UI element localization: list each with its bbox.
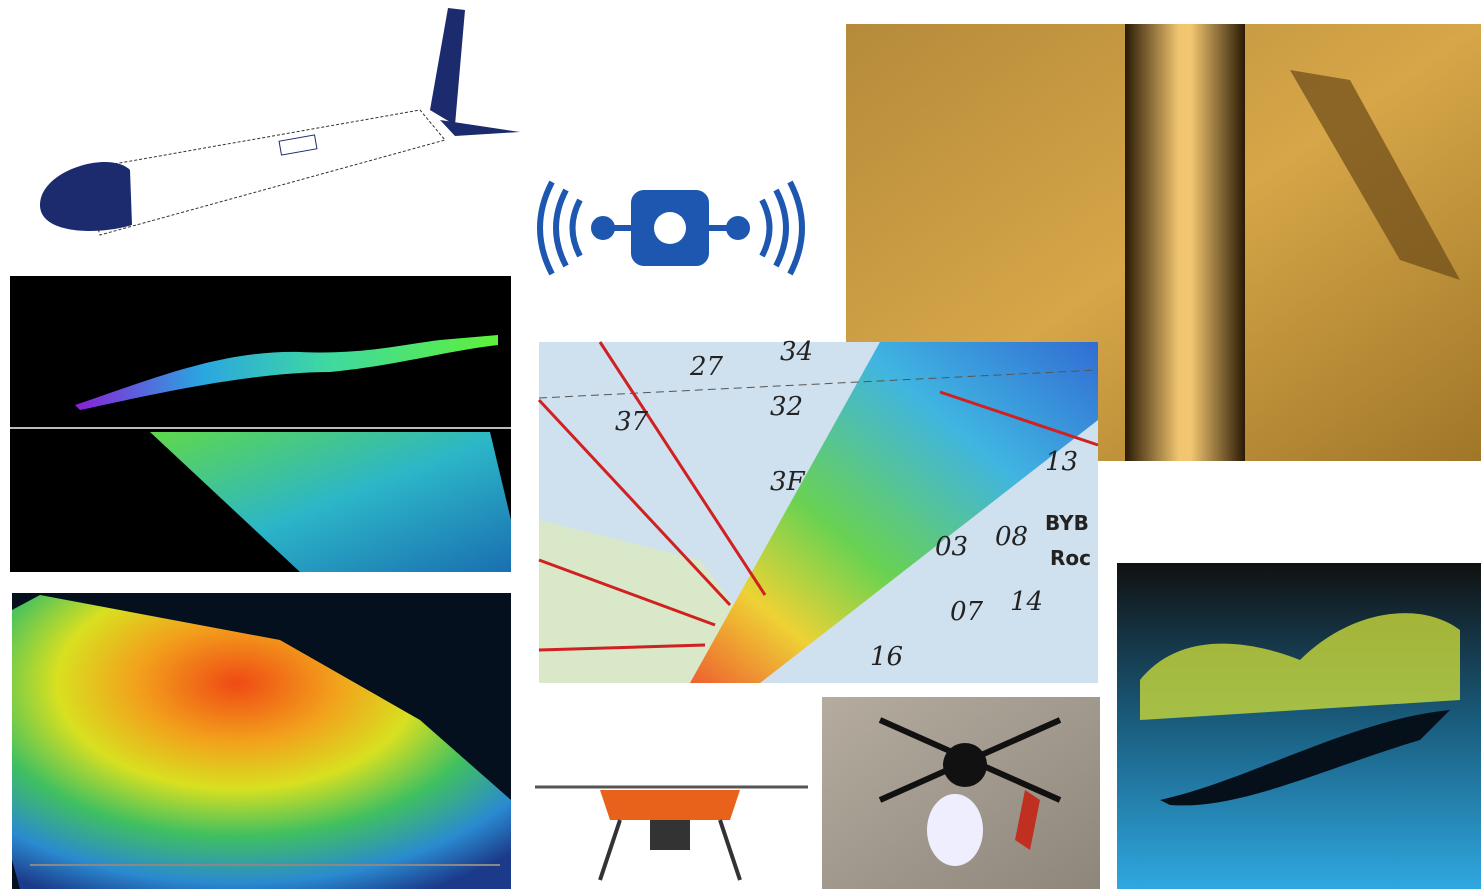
sounding: 03 <box>935 532 968 562</box>
sounding: 08 <box>995 522 1028 552</box>
point-cloud <box>1117 563 1481 889</box>
bathy-profile <box>10 276 511 572</box>
drone-orange <box>535 785 808 881</box>
sounding: 13 <box>1045 447 1078 477</box>
bathy-mound <box>12 593 511 889</box>
chart-label: BYB <box>1045 511 1089 535</box>
sounding: 3F <box>770 467 806 497</box>
sounding: 27 <box>689 352 724 382</box>
sounding: 07 <box>950 597 984 627</box>
sounding: 14 <box>1010 587 1043 617</box>
glider <box>40 8 520 236</box>
sounding: 34 <box>780 337 813 367</box>
sounding: 32 <box>770 392 803 422</box>
sensor-icon <box>537 180 805 276</box>
sounding: 37 <box>615 407 649 437</box>
sounding: 16 <box>870 642 903 672</box>
drone-black <box>822 697 1100 889</box>
nautical-chart: 27 34 37 32 3F 13 03 08 07 14 16 BYB Roc <box>537 337 1099 683</box>
chart-label: Roc <box>1050 546 1091 570</box>
